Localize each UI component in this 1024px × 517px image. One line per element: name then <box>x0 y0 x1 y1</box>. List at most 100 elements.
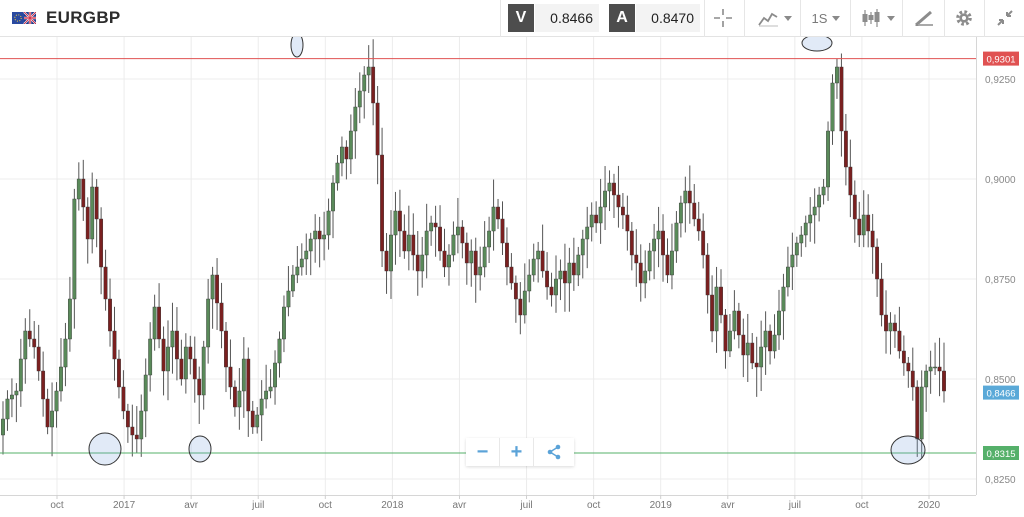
candle-body <box>839 66 844 132</box>
zoom-in-button[interactable]: + <box>500 438 534 466</box>
time-tick-label: 2018 <box>381 500 404 511</box>
pivot-highlight[interactable] <box>890 435 926 465</box>
candle-body <box>469 250 474 264</box>
candle-body <box>166 346 170 372</box>
candle-body <box>647 250 652 272</box>
candle-body <box>215 274 219 304</box>
chevron-down-icon <box>832 15 841 21</box>
candle-body <box>513 282 518 300</box>
candle-body <box>433 222 438 228</box>
time-tick-label: 2019 <box>650 500 673 511</box>
candle-body <box>179 358 184 380</box>
candle-body <box>380 154 384 252</box>
candle-body <box>928 366 933 372</box>
time-tick-label: 2020 <box>918 500 941 511</box>
pivot-highlight[interactable] <box>88 432 122 466</box>
price-tick-label: 0,8500 <box>985 375 1016 386</box>
candle-body <box>72 198 77 300</box>
candle-body <box>259 398 264 416</box>
candle-body <box>937 366 942 372</box>
candle-body <box>1 418 5 436</box>
candle-body <box>741 334 746 356</box>
candle-body <box>81 178 86 208</box>
candle-body <box>32 338 37 348</box>
candle-body <box>228 366 233 388</box>
candle-body <box>705 254 710 296</box>
settings-button[interactable] <box>948 5 980 31</box>
candle-body <box>893 322 897 332</box>
candle-body <box>50 410 54 428</box>
candle-body <box>103 266 108 300</box>
candle-body <box>161 338 166 372</box>
time-tick-label: avr <box>453 500 468 511</box>
price-tick-label: 0,8750 <box>985 275 1016 286</box>
candle-body <box>861 214 866 236</box>
candle-body <box>268 386 273 392</box>
candle-body <box>933 366 937 369</box>
candle-body <box>580 238 585 256</box>
candle-body <box>201 346 206 396</box>
candle-body <box>317 230 322 240</box>
candle-style-button[interactable] <box>856 5 898 31</box>
candle-body <box>10 394 14 400</box>
candle-body <box>906 362 911 372</box>
buy-button[interactable]: A <box>609 4 635 32</box>
gear-icon <box>956 10 972 26</box>
candle-body <box>322 234 326 240</box>
candle-body <box>357 90 362 108</box>
candle-body <box>250 410 255 428</box>
candle-body <box>665 254 670 276</box>
candle-body <box>491 206 496 232</box>
pivot-highlight[interactable] <box>188 435 212 463</box>
support-price-label: 0,8315 <box>986 449 1015 460</box>
sell-button[interactable]: V <box>508 4 534 32</box>
price-tick-label: 0,9000 <box>985 175 1016 186</box>
candle-body <box>402 230 407 252</box>
candle-body <box>224 330 228 368</box>
candle-body <box>415 254 420 272</box>
candle-body <box>85 206 90 240</box>
candle-body <box>554 278 558 296</box>
pivot-highlight[interactable] <box>290 37 304 58</box>
candle-body <box>308 238 313 252</box>
pivot-highlight[interactable] <box>801 37 833 52</box>
candle-body <box>90 186 95 240</box>
current-price-label: 0,8466 <box>986 389 1015 400</box>
share-icon <box>547 444 561 460</box>
candle-body <box>286 290 291 308</box>
chart-type-button[interactable] <box>752 5 796 31</box>
candle-body <box>295 266 300 276</box>
candle-body <box>406 234 411 252</box>
candle-body <box>745 342 750 356</box>
line-chart-icon <box>757 12 778 27</box>
crosshair-button[interactable] <box>708 5 738 31</box>
candle-body <box>803 222 808 236</box>
toolbar-divider <box>944 0 945 37</box>
candle-body <box>331 182 335 212</box>
candle-body <box>656 230 661 240</box>
collapse-button[interactable] <box>990 5 1020 31</box>
candle-body <box>638 262 643 284</box>
candle-body <box>603 190 607 208</box>
toolbar-divider <box>850 0 851 37</box>
drawing-tools-button[interactable] <box>908 5 940 31</box>
candle-body <box>447 254 451 268</box>
chart-navigation: − + <box>466 438 574 466</box>
buy-price: 0.8470 <box>636 4 700 32</box>
zoom-out-button[interactable]: − <box>466 438 500 466</box>
support-price-label-bg <box>983 446 1019 460</box>
toolbar-divider <box>704 0 705 37</box>
candle-body <box>290 274 295 292</box>
candle-body <box>505 242 509 268</box>
time-tick-label: oct <box>587 500 601 511</box>
candle-body <box>817 194 822 208</box>
timeframe-select[interactable]: 1S <box>806 5 846 31</box>
candle-body <box>335 162 340 184</box>
candle-body <box>108 298 112 332</box>
candle-body <box>621 206 625 216</box>
candle-body <box>246 358 251 412</box>
resistance-price-label-bg <box>983 51 1019 66</box>
candle-body <box>812 206 817 216</box>
candle-body <box>607 182 612 192</box>
share-button[interactable] <box>534 438 574 466</box>
